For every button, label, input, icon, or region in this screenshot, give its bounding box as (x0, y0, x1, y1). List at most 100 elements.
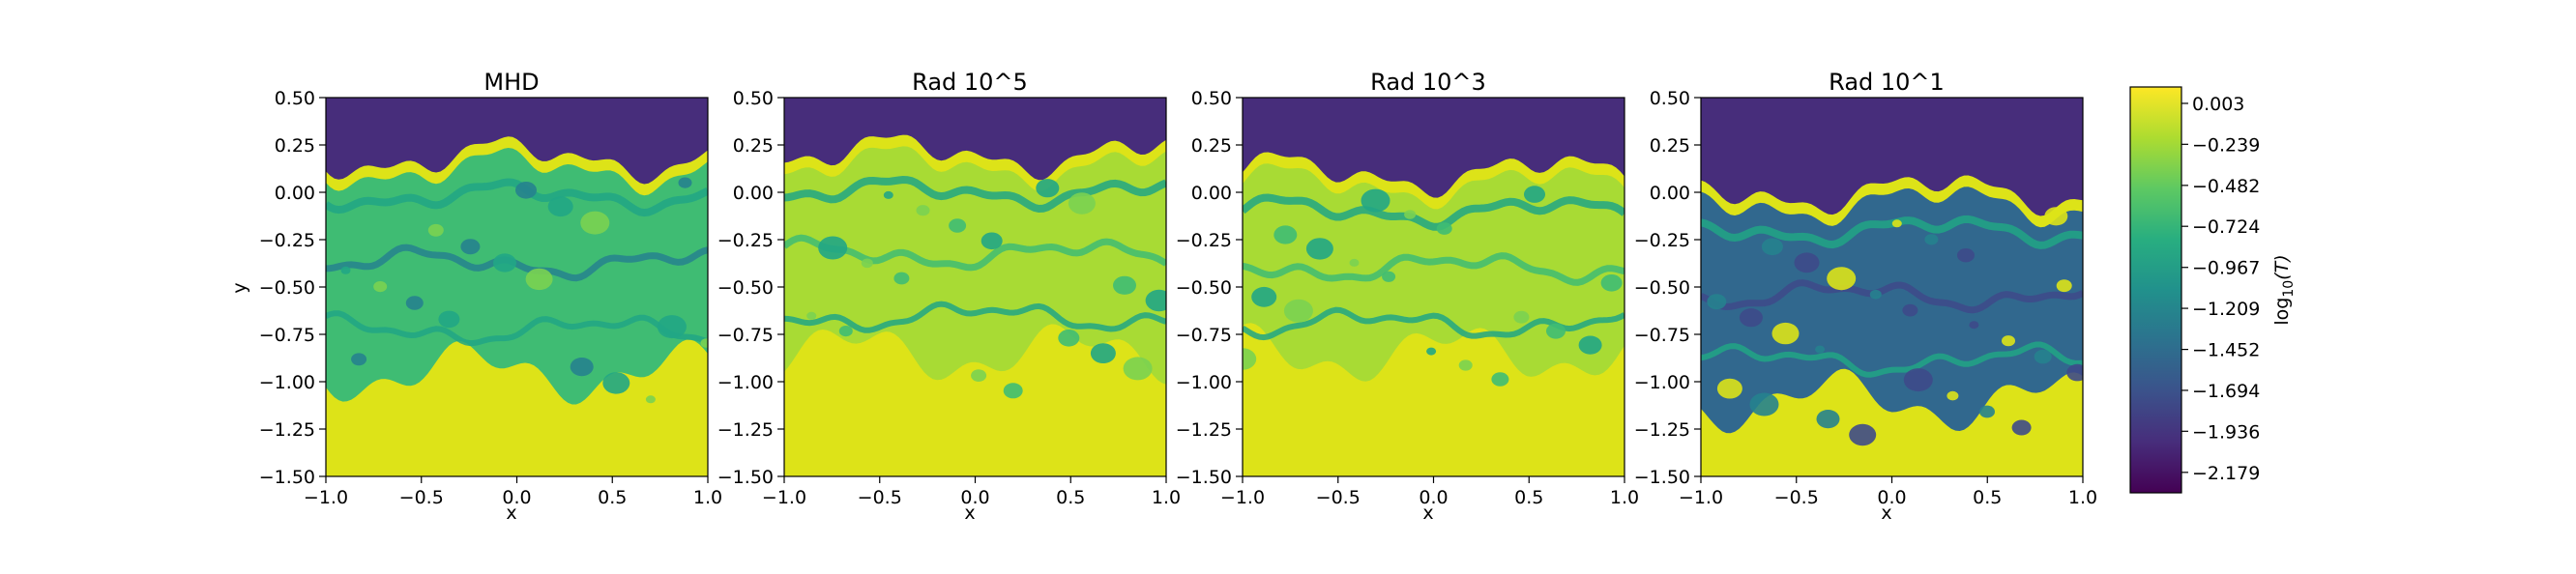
x-tick-label: 0.5 (598, 487, 627, 508)
x-tick-label: −1.0 (304, 487, 348, 508)
y-tick-label: 0.50 (733, 88, 774, 109)
colorbar-tick-label: −1.209 (2192, 299, 2260, 320)
eddy (580, 211, 610, 235)
eddy (678, 177, 692, 188)
eddy (2056, 279, 2072, 293)
panel-title: Rad 10^3 (1370, 69, 1486, 96)
eddy (351, 353, 367, 366)
eddy (1816, 410, 1840, 429)
x-tick-label: −1.0 (1220, 487, 1265, 508)
y-tick-label: 0.50 (1191, 88, 1232, 109)
colorbar-tick-label: −1.694 (2192, 381, 2260, 402)
eddy (1578, 335, 1602, 355)
eddy (1979, 405, 1995, 418)
y-axis-label: y (229, 282, 250, 293)
eddy (1739, 308, 1763, 328)
y-tick-label: −0.50 (717, 277, 774, 299)
y-tick-label: 0.00 (733, 183, 774, 204)
panel-title: Rad 10^5 (912, 69, 1028, 96)
y-tick-label: −0.75 (717, 325, 774, 346)
x-tick-label: 1.0 (1152, 487, 1181, 508)
x-tick-label: 0.5 (1514, 487, 1543, 508)
eddy (645, 395, 656, 404)
eddy (1600, 274, 1623, 292)
heatmap-image (1243, 98, 1625, 476)
eddy (1382, 271, 1396, 282)
y-tick-label: −1.50 (717, 467, 774, 488)
eddy (1849, 423, 1877, 446)
x-tick-label: 1.0 (2068, 487, 2097, 508)
eddy (1771, 322, 1800, 345)
eddy (427, 223, 444, 237)
x-tick-label: 0.0 (502, 487, 531, 508)
mixing-filament (784, 175, 1166, 214)
mixing-filament (1243, 252, 1625, 286)
eddy (806, 311, 817, 320)
eddy (570, 358, 594, 377)
x-tick-label: −1.0 (1679, 487, 1723, 508)
eddy (1969, 321, 1979, 330)
y-tick-label: 0.25 (1650, 135, 1690, 157)
eddy (493, 253, 516, 273)
y-tick-label: 0.50 (1650, 88, 1690, 109)
eddy (2066, 363, 2083, 382)
eddy (405, 296, 424, 310)
mixing-filament (784, 234, 1166, 272)
x-tick-label: −0.5 (399, 487, 444, 508)
colorbar-tick-label: −0.482 (2192, 176, 2260, 197)
x-tick-label: 0.0 (1419, 487, 1448, 508)
panel-mhd: MHD x y −1.0 −0.5 0.0 0.5 1.0 0.50 0.25 0.00 −0.… (229, 69, 722, 524)
eddy (2034, 349, 2052, 364)
x-tick-label: 1.0 (1610, 487, 1639, 508)
eddy (657, 315, 687, 339)
cold-layer (1701, 98, 2083, 216)
eddy (1283, 299, 1313, 323)
eddy (1404, 210, 1417, 219)
x-tick-label: −0.5 (1774, 487, 1819, 508)
eddy (1749, 392, 1779, 416)
x-axis-label: x (964, 502, 975, 524)
heatmap-image (784, 98, 1166, 476)
eddy (2002, 335, 2015, 347)
colorbar-label: log10(T) (2271, 254, 2297, 325)
eddy (1891, 219, 1902, 228)
heatmap-image (1701, 98, 2083, 476)
colorbar-tick-label: −0.724 (2192, 216, 2260, 238)
y-tick-label: −0.25 (717, 230, 774, 251)
y-tick-label: −1.00 (1176, 372, 1232, 393)
eddy (1957, 248, 1975, 263)
eddy (602, 372, 630, 394)
eddy (1707, 294, 1727, 310)
y-tick-label: −0.50 (1634, 277, 1690, 299)
eddy (1761, 238, 1783, 256)
eddy (1123, 357, 1153, 381)
mixing-layer (1701, 187, 2083, 434)
eddy (818, 236, 848, 260)
y-tick-label: −1.50 (259, 467, 315, 488)
y-tick-label: −1.00 (259, 372, 315, 393)
eddy (1426, 347, 1437, 356)
eddy (883, 190, 893, 199)
x-tick-label: 0.5 (1973, 487, 2002, 508)
eddy (1794, 252, 1820, 273)
y-tick-label: 0.25 (733, 135, 774, 157)
y-tick-label: −0.25 (1634, 230, 1690, 251)
eddy (2011, 419, 2032, 436)
eddy (460, 239, 481, 255)
mixing-filament (326, 310, 708, 347)
y-tick-label: −0.50 (259, 277, 315, 299)
eddy (1546, 323, 1566, 339)
y-tick-label: −0.75 (1176, 325, 1232, 346)
eddy (1145, 289, 1166, 312)
eddy (1361, 188, 1390, 213)
mixing-filament (1701, 341, 2083, 378)
colorbar-tick-label: −0.967 (2192, 258, 2260, 279)
eddy (1869, 289, 1882, 300)
y-tick-label: 0.50 (275, 88, 315, 109)
x-axis-label: x (1881, 502, 1891, 524)
colorbar-tick-label: −1.452 (2192, 340, 2260, 361)
eddy (340, 266, 351, 274)
y-tick-label: 0.00 (275, 183, 315, 204)
colorbar-tick-label: 0.003 (2192, 94, 2244, 115)
